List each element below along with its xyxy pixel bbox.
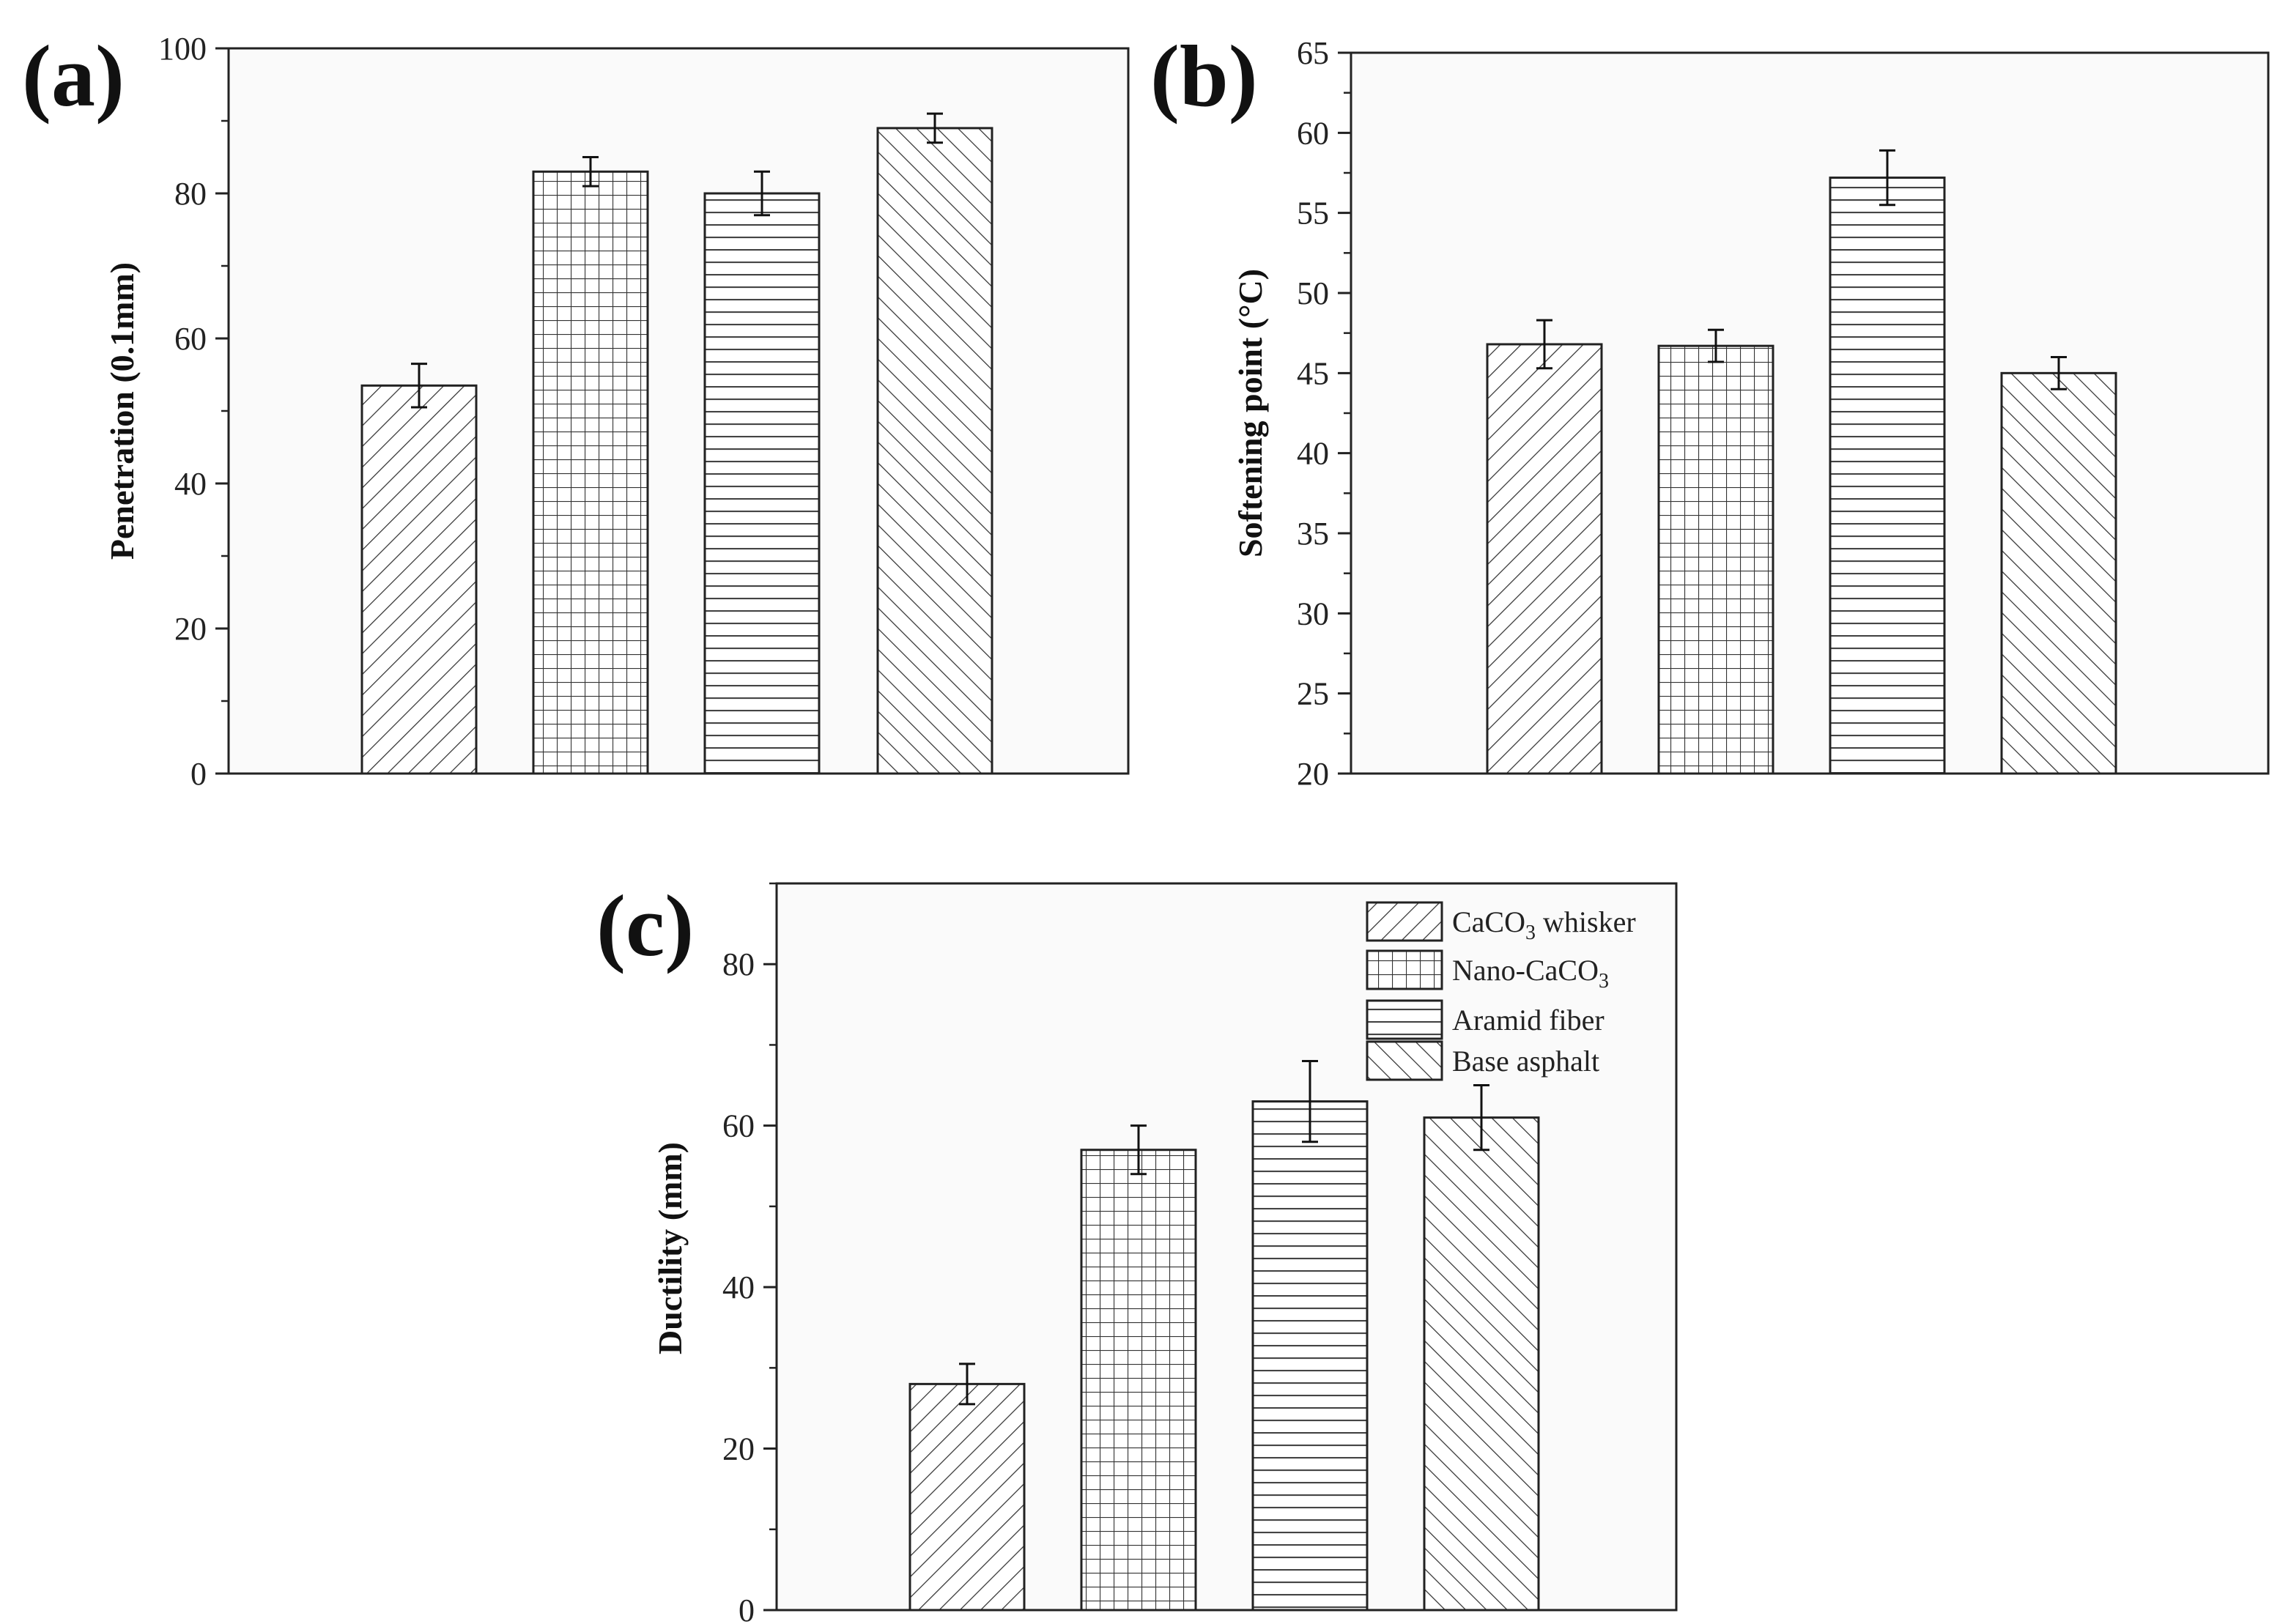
error-bar-a-nano-caco3 (582, 156, 599, 188)
panel-b: (b) 20 25 30 35 40 45 50 55 60 65 Softening point… (1150, 27, 2270, 792)
legend-item-nano-caco3: Nano-CaCO3 (1366, 949, 1609, 993)
panel-c: (c) 0 20 40 60 80 Ductility (mm) CaCO3 whisk… (596, 877, 1678, 1624)
legend-label-caco3-whisker: CaCO3 whisker (1452, 905, 1636, 944)
panel-label-c: (c) (596, 877, 694, 974)
bar-b-aramid-fiber (1829, 177, 1946, 775)
legend-label-aramid-fiber: Aramid fiber (1452, 1004, 1604, 1037)
error-bar-b-base-asphalt (2051, 355, 2067, 390)
error-bar-b-nano-caco3 (1708, 328, 1724, 363)
bar-c-nano-caco3 (1080, 1149, 1197, 1612)
y-tick-label-c: 40 (722, 1269, 755, 1305)
error-bar-c-aramid-fiber (1302, 1059, 1318, 1143)
y-tick-label-b: 30 (1297, 596, 1329, 631)
y-tick-label-c: 0 (739, 1593, 755, 1624)
y-axis-title-a: Penetration (0.1mm) (103, 262, 141, 560)
y-axis-b: 20 25 30 35 40 45 50 55 60 65 (1297, 35, 1351, 792)
panel-label-a: (a) (22, 27, 125, 125)
bars-b (1486, 149, 2117, 775)
legend-swatch-base-asphalt (1366, 1040, 1443, 1081)
bar-c-caco3-whisker (908, 1382, 1026, 1612)
legend-item-caco3-whisker: CaCO3 whisker (1366, 901, 1636, 944)
y-tick-label-b: 55 (1297, 196, 1329, 231)
legend: CaCO3 whisker Nano-CaCO3 Aramid fiber Ba… (1366, 901, 1636, 1081)
y-tick-label-c: 20 (722, 1431, 755, 1467)
y-tick-label-b: 40 (1297, 436, 1329, 472)
bars-c (908, 1059, 1540, 1612)
error-bar-c-nano-caco3 (1130, 1124, 1147, 1176)
bars-a (360, 112, 993, 775)
bar-b-base-asphalt (2000, 371, 2117, 775)
bar-b-nano-caco3 (1657, 344, 1774, 775)
y-tick-label-a: 80 (174, 176, 207, 212)
bar-a-nano-caco3 (532, 170, 649, 775)
y-tick-label-c: 80 (722, 946, 755, 982)
legend-swatch-aramid-fiber (1366, 999, 1443, 1040)
y-tick-label-b: 45 (1297, 355, 1329, 391)
legend-swatch-nano-caco3 (1366, 949, 1443, 990)
y-tick-label-b: 65 (1297, 35, 1329, 71)
error-bar-c-base-asphalt (1473, 1084, 1489, 1152)
y-tick-label-a: 100 (158, 31, 207, 67)
y-tick-label-b: 20 (1297, 756, 1329, 792)
y-tick-label-b: 25 (1297, 676, 1329, 712)
legend-swatch-caco3-whisker (1366, 901, 1443, 942)
bar-c-aramid-fiber (1251, 1100, 1369, 1612)
y-axis-c: 0 20 40 60 80 (722, 882, 777, 1624)
error-bar-b-aramid-fiber (1879, 149, 1895, 207)
bar-c-base-asphalt (1423, 1116, 1540, 1612)
y-tick-label-a: 40 (174, 466, 207, 502)
error-bar-a-aramid-fiber (754, 170, 770, 217)
y-axis-title-c: Ductility (mm) (651, 1142, 689, 1354)
panel-label-b: (b) (1150, 27, 1258, 125)
legend-label-nano-caco3: Nano-CaCO3 (1452, 954, 1609, 993)
error-bar-a-caco3-whisker (411, 363, 427, 409)
bar-a-caco3-whisker (360, 384, 478, 775)
error-bar-b-caco3-whisker (1536, 319, 1552, 370)
legend-item-aramid-fiber: Aramid fiber (1366, 999, 1604, 1040)
y-tick-label-c: 60 (722, 1108, 755, 1144)
y-axis-title-b: Softening point (°C) (1232, 269, 1269, 557)
panel-a: (a) 0 20 40 60 80 100 Penetration (0.1mm) (22, 27, 1130, 792)
y-tick-label-a: 0 (190, 756, 207, 792)
y-tick-label-b: 60 (1297, 115, 1329, 151)
bar-a-aramid-fiber (703, 192, 821, 775)
y-tick-label-b: 50 (1297, 275, 1329, 311)
legend-label-base-asphalt: Base asphalt (1452, 1045, 1599, 1078)
bar-b-caco3-whisker (1486, 343, 1603, 775)
y-tick-label-a: 60 (174, 321, 207, 357)
error-bar-c-caco3-whisker (959, 1362, 975, 1406)
y-tick-label-b: 35 (1297, 516, 1329, 552)
legend-item-base-asphalt: Base asphalt (1366, 1040, 1599, 1081)
y-axis-a: 0 20 40 60 80 100 (158, 31, 229, 792)
y-tick-label-a: 20 (174, 611, 207, 647)
bar-a-base-asphalt (876, 127, 993, 775)
error-bar-a-base-asphalt (927, 112, 943, 144)
